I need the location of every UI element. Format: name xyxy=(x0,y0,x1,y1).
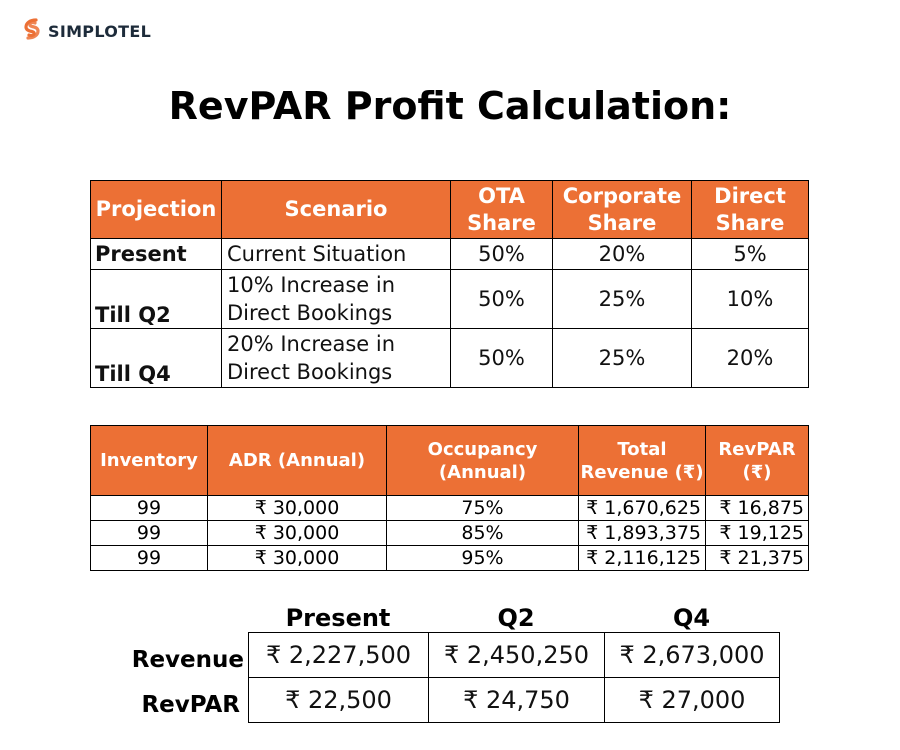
direct-cell: 20% xyxy=(691,328,809,388)
revenue-present-cell: ₹ 2,227,500 xyxy=(248,632,429,678)
revpar-q4-cell: ₹ 27,000 xyxy=(604,677,780,723)
share-projection-table: Projection Scenario OTA Share Corporate … xyxy=(90,180,809,388)
quarterly-summary-table: ₹ 2,227,500 ₹ 2,450,250 ₹ 2,673,000 ₹ 22… xyxy=(248,632,780,723)
table-row: 99 ₹ 30,000 85% ₹ 1,893,375 ₹ 19,125 xyxy=(90,520,809,546)
corporate-cell: 20% xyxy=(552,238,692,270)
header-adr: ADR (Annual) xyxy=(207,425,387,496)
header-total-revenue: Total Revenue (₹) xyxy=(578,425,706,496)
corporate-cell: 25% xyxy=(552,269,692,329)
table-row: 99 ₹ 30,000 95% ₹ 2,116,125 ₹ 21,375 xyxy=(90,545,809,571)
brand-logo: SIMPLOTEL xyxy=(22,18,151,44)
occupancy-cell: 85% xyxy=(386,520,579,546)
header-scenario: Scenario xyxy=(221,180,451,239)
header-q4: Q4 xyxy=(672,604,711,632)
table-row-revpar: ₹ 22,500 ₹ 24,750 ₹ 27,000 xyxy=(248,677,780,723)
table-row: 99 ₹ 30,000 75% ₹ 1,670,625 ₹ 16,875 xyxy=(90,495,809,521)
page-title: RevPAR Profit Calculation: xyxy=(168,84,732,128)
header-q2: Q2 xyxy=(497,604,535,632)
revpar-cell: ₹ 19,125 xyxy=(705,520,809,546)
header-occupancy: Occupancy (Annual) xyxy=(386,425,579,496)
table-row-revenue: ₹ 2,227,500 ₹ 2,450,250 ₹ 2,673,000 xyxy=(248,632,780,678)
revpar-cell: ₹ 16,875 xyxy=(705,495,809,521)
scenario-cell: 10% Increase in Direct Bookings xyxy=(221,269,451,329)
table-row: Present Current Situation 50% 20% 5% xyxy=(90,238,809,270)
header-ota-share: OTA Share xyxy=(450,180,553,239)
direct-cell: 5% xyxy=(691,238,809,270)
revpar-present-cell: ₹ 22,500 xyxy=(248,677,429,723)
scenario-line-1: 10% Increase in xyxy=(227,273,396,297)
scenario-line-2: Direct Bookings xyxy=(227,301,393,325)
header-present: Present xyxy=(285,604,391,632)
header-direct-share: Direct Share xyxy=(691,180,809,239)
inventory-cell: 99 xyxy=(90,495,208,521)
occupancy-cell: 95% xyxy=(386,545,579,571)
simplotel-logo-icon xyxy=(22,18,42,44)
header-inventory: Inventory xyxy=(90,425,208,496)
table-header-row: Projection Scenario OTA Share Corporate … xyxy=(90,180,809,239)
total-revenue-cell: ₹ 2,116,125 xyxy=(578,545,706,571)
total-revenue-cell: ₹ 1,893,375 xyxy=(578,520,706,546)
scenario-line-1: 20% Increase in xyxy=(227,332,396,356)
table-row: Till Q2 10% Increase in Direct Bookings … xyxy=(90,269,809,329)
corporate-cell: 25% xyxy=(552,328,692,388)
revenue-q2-cell: ₹ 2,450,250 xyxy=(428,632,605,678)
adr-cell: ₹ 30,000 xyxy=(207,495,387,521)
brand-name: SIMPLOTEL xyxy=(48,21,152,41)
revpar-q2-cell: ₹ 24,750 xyxy=(428,677,605,723)
occupancy-cell: 75% xyxy=(386,495,579,521)
adr-cell: ₹ 30,000 xyxy=(207,520,387,546)
table-row: Till Q4 20% Increase in Direct Bookings … xyxy=(90,328,809,388)
header-projection: Projection xyxy=(90,180,222,239)
projection-cell: Till Q2 xyxy=(90,269,222,329)
scenario-line-2: Direct Bookings xyxy=(227,360,393,384)
header-corporate-share: Corporate Share xyxy=(552,180,692,239)
inventory-cell: 99 xyxy=(90,520,208,546)
revpar-cell: ₹ 21,375 xyxy=(705,545,809,571)
scenario-cell: Current Situation xyxy=(221,238,451,270)
row-label-revenue: Revenue xyxy=(131,647,244,673)
ota-cell: 50% xyxy=(450,269,553,329)
revenue-calculation-table: Inventory ADR (Annual) Occupancy (Annual… xyxy=(90,425,809,571)
row-label-revpar: RevPAR xyxy=(141,692,240,718)
ota-cell: 50% xyxy=(450,328,553,388)
inventory-cell: 99 xyxy=(90,545,208,571)
header-revpar: RevPAR (₹) xyxy=(705,425,809,496)
adr-cell: ₹ 30,000 xyxy=(207,545,387,571)
scenario-cell: 20% Increase in Direct Bookings xyxy=(221,328,451,388)
revenue-q4-cell: ₹ 2,673,000 xyxy=(604,632,780,678)
ota-cell: 50% xyxy=(450,238,553,270)
projection-cell: Present xyxy=(90,238,222,270)
table-header-row: Inventory ADR (Annual) Occupancy (Annual… xyxy=(90,425,809,496)
projection-cell: Till Q4 xyxy=(90,328,222,388)
total-revenue-cell: ₹ 1,670,625 xyxy=(578,495,706,521)
direct-cell: 10% xyxy=(691,269,809,329)
